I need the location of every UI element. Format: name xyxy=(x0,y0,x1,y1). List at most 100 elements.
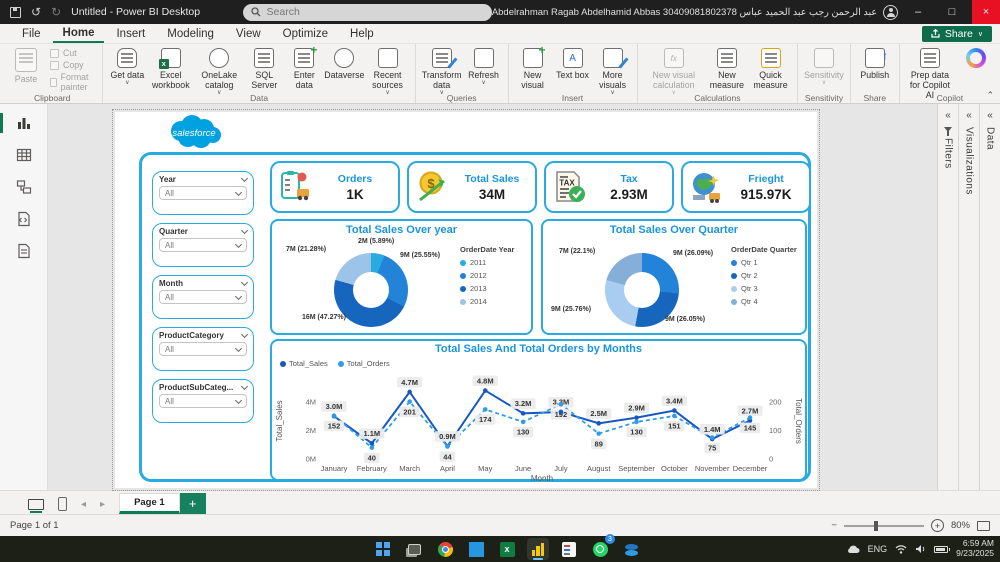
kpi-card-orders[interactable]: Orders 1K xyxy=(270,161,400,213)
slicer-year-dropdown[interactable]: All xyxy=(159,186,247,200)
prep-data-for-copilot-button[interactable]: Prep data for Copilot AI xyxy=(904,47,956,101)
data-tool-app[interactable] xyxy=(620,538,642,560)
zoom-in-button[interactable]: + xyxy=(930,519,944,532)
donut-chart-sales-by-year[interactable]: Total Sales Over year 2M (5.89%) 9M (25.… xyxy=(270,219,533,335)
expand-icon[interactable]: « xyxy=(945,110,951,121)
more-visuals-button[interactable]: More visuals ∨ xyxy=(593,47,633,98)
start-button[interactable] xyxy=(372,538,394,560)
report-canvas[interactable]: salesforce Year All Quarter All Month Al… xyxy=(112,109,820,491)
volume-icon[interactable] xyxy=(915,544,926,554)
table-view-button[interactable] xyxy=(7,144,41,166)
page-tab[interactable]: Page 1 xyxy=(119,493,180,514)
save-icon[interactable] xyxy=(10,6,21,18)
redo-icon[interactable]: ↻ xyxy=(51,5,62,19)
zoom-slider[interactable] xyxy=(843,520,924,531)
kpi-card-total-sales[interactable]: $ Total Sales 34M xyxy=(407,161,537,213)
menu-home[interactable]: Home xyxy=(52,25,105,43)
onelake-catalog-button[interactable]: OneLake catalog ∨ xyxy=(194,47,244,98)
sql-server-button[interactable]: SQL Server xyxy=(244,47,284,91)
data-panel[interactable]: « Data xyxy=(979,104,1000,490)
slicer-product-subcategory-dropdown[interactable]: All xyxy=(159,394,247,408)
visualizations-panel[interactable]: « Visualizations xyxy=(958,104,979,490)
transform-data-button[interactable]: Transform data ∨ xyxy=(420,47,464,98)
recent-sources-button[interactable]: Recent sources ∨ xyxy=(364,47,410,98)
excel-workbook-button[interactable]: Excel workbook xyxy=(147,47,194,91)
tmdl-view-button[interactable] xyxy=(7,240,41,262)
menu-modeling[interactable]: Modeling xyxy=(167,27,214,40)
publish-button[interactable]: Publish xyxy=(855,47,895,81)
line-chart-sales-orders-by-month[interactable]: Total Sales And Total Orders by Months T… xyxy=(270,339,807,483)
maximize-button[interactable]: □ xyxy=(948,6,956,18)
desktop-layout-icon[interactable] xyxy=(28,498,44,513)
chevron-down-icon[interactable] xyxy=(240,382,249,391)
chevron-down-icon[interactable] xyxy=(240,330,249,339)
battery-icon[interactable] xyxy=(934,545,951,553)
menu-optimize[interactable]: Optimize xyxy=(282,27,329,40)
slicer-product-category-dropdown[interactable]: All xyxy=(159,342,247,356)
clock[interactable]: 6:59 AM 9/23/2025 xyxy=(956,538,994,558)
refresh-button[interactable]: Refresh ∨ xyxy=(464,47,504,88)
wifi-icon[interactable] xyxy=(895,544,907,554)
menu-insert[interactable]: Insert xyxy=(116,27,146,40)
slicer-product-subcategory[interactable]: ProductSubCateg... All xyxy=(152,379,254,423)
report-view-button[interactable] xyxy=(0,112,41,134)
kpi-card-freight[interactable]: Frieght 915.97K xyxy=(681,161,811,213)
whatsapp-app[interactable]: 3 xyxy=(589,534,615,560)
document-app[interactable] xyxy=(558,538,580,560)
slicer-year[interactable]: Year All xyxy=(152,171,254,215)
text-box-button[interactable]: A Text box xyxy=(553,47,593,81)
share-button[interactable]: Share ∨ xyxy=(921,25,992,42)
dataverse-button[interactable]: Dataverse xyxy=(324,47,364,81)
minimize-button[interactable]: – xyxy=(914,6,922,18)
undo-icon[interactable]: ↺ xyxy=(31,5,42,19)
menu-help[interactable]: Help xyxy=(350,27,374,40)
copy-button[interactable]: Copy xyxy=(50,60,98,70)
expand-icon[interactable]: « xyxy=(987,110,993,121)
new-measure-button[interactable]: New measure xyxy=(706,47,748,91)
excel-app[interactable]: x xyxy=(496,538,518,560)
previous-page-icon[interactable]: ◂ xyxy=(81,498,87,510)
get-data-button[interactable]: Get data ∨ xyxy=(107,47,147,88)
chevron-down-icon[interactable] xyxy=(240,174,249,183)
language-indicator[interactable]: ENG xyxy=(867,544,888,554)
new-page-button[interactable]: + xyxy=(179,493,206,514)
model-view-button[interactable] xyxy=(7,176,41,198)
menu-file[interactable]: File xyxy=(22,27,41,40)
quick-measure-button[interactable]: Quick measure xyxy=(748,47,793,91)
format-painter-button[interactable]: Format painter xyxy=(50,72,98,92)
search-box[interactable] xyxy=(242,3,492,21)
zoom-slider-handle[interactable] xyxy=(874,520,879,531)
task-view-button[interactable] xyxy=(403,538,425,560)
chrome-app[interactable] xyxy=(434,538,456,560)
chevron-down-icon[interactable] xyxy=(240,278,249,287)
close-button[interactable]: × xyxy=(972,0,1000,24)
filters-panel[interactable]: « Filters xyxy=(937,104,958,490)
sensitivity-button[interactable]: Sensitivity ∨ xyxy=(802,47,846,88)
kpi-card-tax[interactable]: TAX Tax 2.93M xyxy=(544,161,674,213)
cut-button[interactable]: Cut xyxy=(50,48,98,58)
menu-view[interactable]: View xyxy=(235,27,261,40)
enter-data-button[interactable]: Enter data xyxy=(284,43,324,91)
onedrive-cloud-icon[interactable] xyxy=(846,544,860,554)
slicer-quarter-dropdown[interactable]: All xyxy=(159,238,247,252)
vscode-app[interactable] xyxy=(465,538,487,560)
new-visual-button[interactable]: New visual xyxy=(513,43,553,91)
chevron-down-icon[interactable] xyxy=(240,226,249,235)
copilot-button[interactable] xyxy=(956,47,996,71)
mobile-layout-icon[interactable] xyxy=(58,497,67,511)
donut-quarter[interactable] xyxy=(605,253,679,327)
fit-to-page-icon[interactable] xyxy=(977,520,990,531)
new-visual-calculation-button[interactable]: fx New visual calculation ∨ xyxy=(642,47,706,98)
next-page-icon[interactable]: ▸ xyxy=(100,498,106,510)
donut-year[interactable] xyxy=(334,253,408,327)
collapse-ribbon-icon[interactable]: ⌃ xyxy=(986,90,994,100)
expand-icon[interactable]: « xyxy=(966,110,972,121)
slicer-month[interactable]: Month All xyxy=(152,275,254,319)
dax-query-view-button[interactable] xyxy=(7,208,41,230)
zoom-out-button[interactable]: − xyxy=(831,520,837,531)
search-input[interactable] xyxy=(266,6,467,18)
slicer-quarter[interactable]: Quarter All xyxy=(152,223,254,267)
powerbi-app[interactable] xyxy=(527,538,549,560)
paste-button[interactable]: Paste xyxy=(6,47,46,85)
donut-chart-sales-by-quarter[interactable]: Total Sales Over Quarter 9M (26.09%) 9M … xyxy=(541,219,807,335)
